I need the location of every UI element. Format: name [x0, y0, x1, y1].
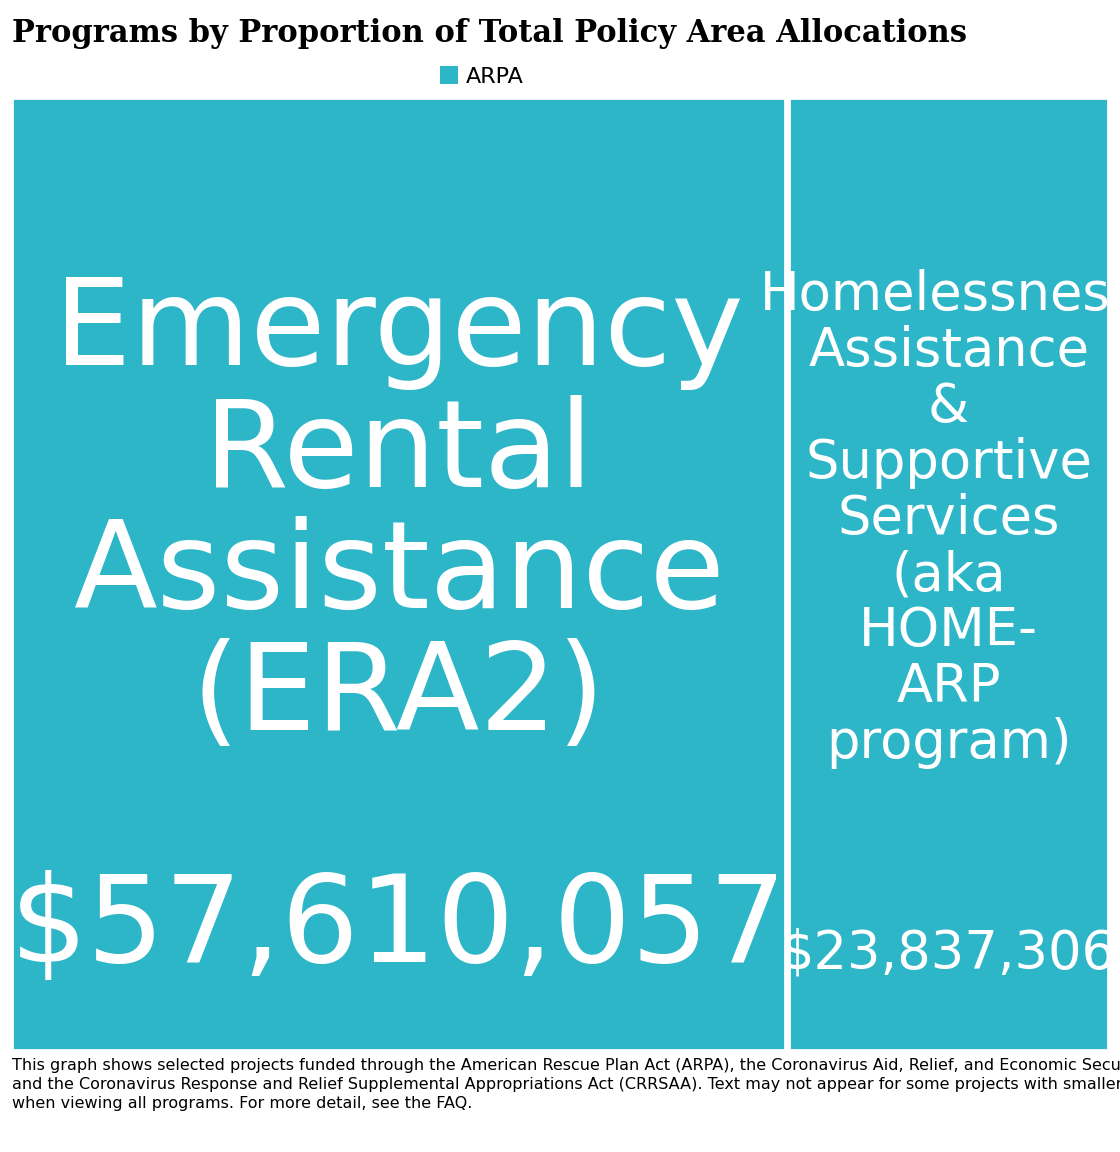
Text: $23,837,306: $23,837,306: [781, 929, 1117, 980]
Bar: [790, 98, 1108, 1049]
Text: Emergency
Rental
Assistance
(ERA2): Emergency Rental Assistance (ERA2): [54, 273, 744, 755]
Text: ARPA: ARPA: [466, 67, 524, 88]
Bar: [12, 98, 785, 1049]
Text: This graph shows selected projects funded through the American Rescue Plan Act (: This graph shows selected projects funde…: [12, 1058, 1120, 1112]
Text: Homelessness
Assistance
&
Supportive
Services
(aka
HOME-
ARP
program): Homelessness Assistance & Supportive Ser…: [759, 268, 1120, 770]
Bar: [440, 66, 458, 84]
Text: $57,610,057: $57,610,057: [10, 871, 787, 987]
Text: Programs by Proportion of Total Policy Area Allocations: Programs by Proportion of Total Policy A…: [12, 18, 967, 50]
